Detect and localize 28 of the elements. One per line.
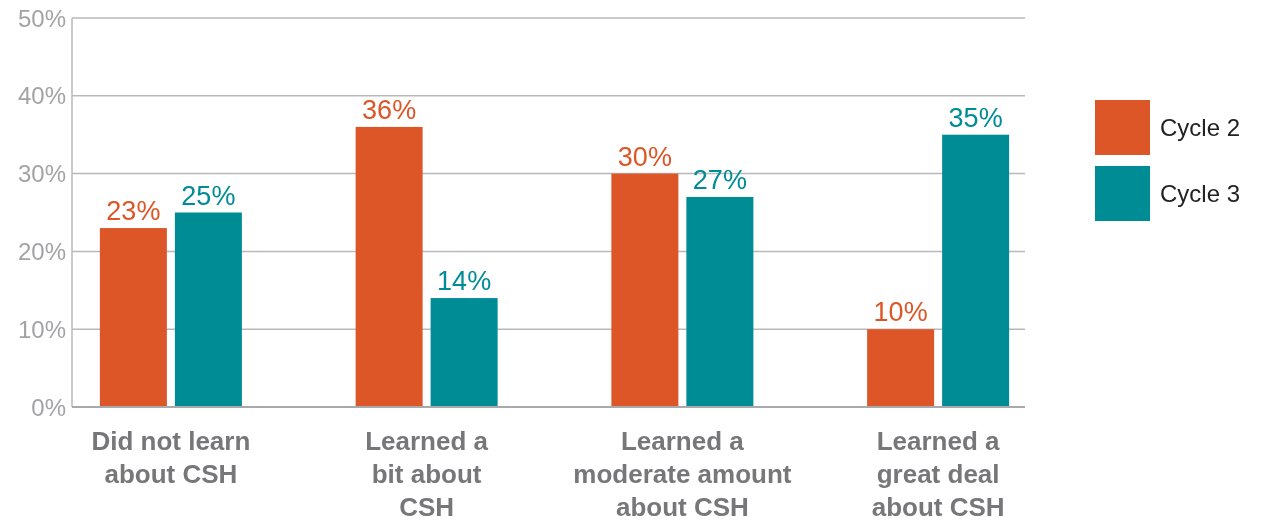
y-tick-label: 10% xyxy=(17,315,66,343)
bar xyxy=(867,329,935,407)
legend-label: Cycle 2 xyxy=(1160,114,1241,142)
data-label: 14% xyxy=(437,266,492,297)
y-tick-label: 40% xyxy=(17,82,66,110)
y-tick-label: 30% xyxy=(17,160,66,188)
bar xyxy=(174,212,242,407)
bar xyxy=(611,173,679,407)
y-tick-label: 50% xyxy=(17,4,66,32)
bar xyxy=(430,298,498,407)
data-label: 27% xyxy=(692,164,747,195)
y-tick-label: 0% xyxy=(31,393,66,421)
data-label: 25% xyxy=(181,180,236,211)
data-label: 36% xyxy=(362,94,417,125)
data-label: 35% xyxy=(948,102,1003,133)
x-tick-label: Learned a great deal about CSH xyxy=(871,426,1005,522)
bar xyxy=(686,196,754,407)
bar xyxy=(355,126,423,407)
legend-label: Cycle 3 xyxy=(1160,180,1241,208)
data-label: 30% xyxy=(617,141,672,172)
bar xyxy=(942,134,1010,407)
data-label: 23% xyxy=(106,196,161,227)
x-tick-label: Did not learn about CSH xyxy=(91,426,251,489)
x-tick-label: Learned a bit about CSH xyxy=(365,426,489,522)
x-tick-label: Learned a moderate amount about CSH xyxy=(573,426,792,522)
bar xyxy=(99,228,167,407)
data-label: 10% xyxy=(873,297,928,328)
y-tick-label: 20% xyxy=(17,238,66,266)
